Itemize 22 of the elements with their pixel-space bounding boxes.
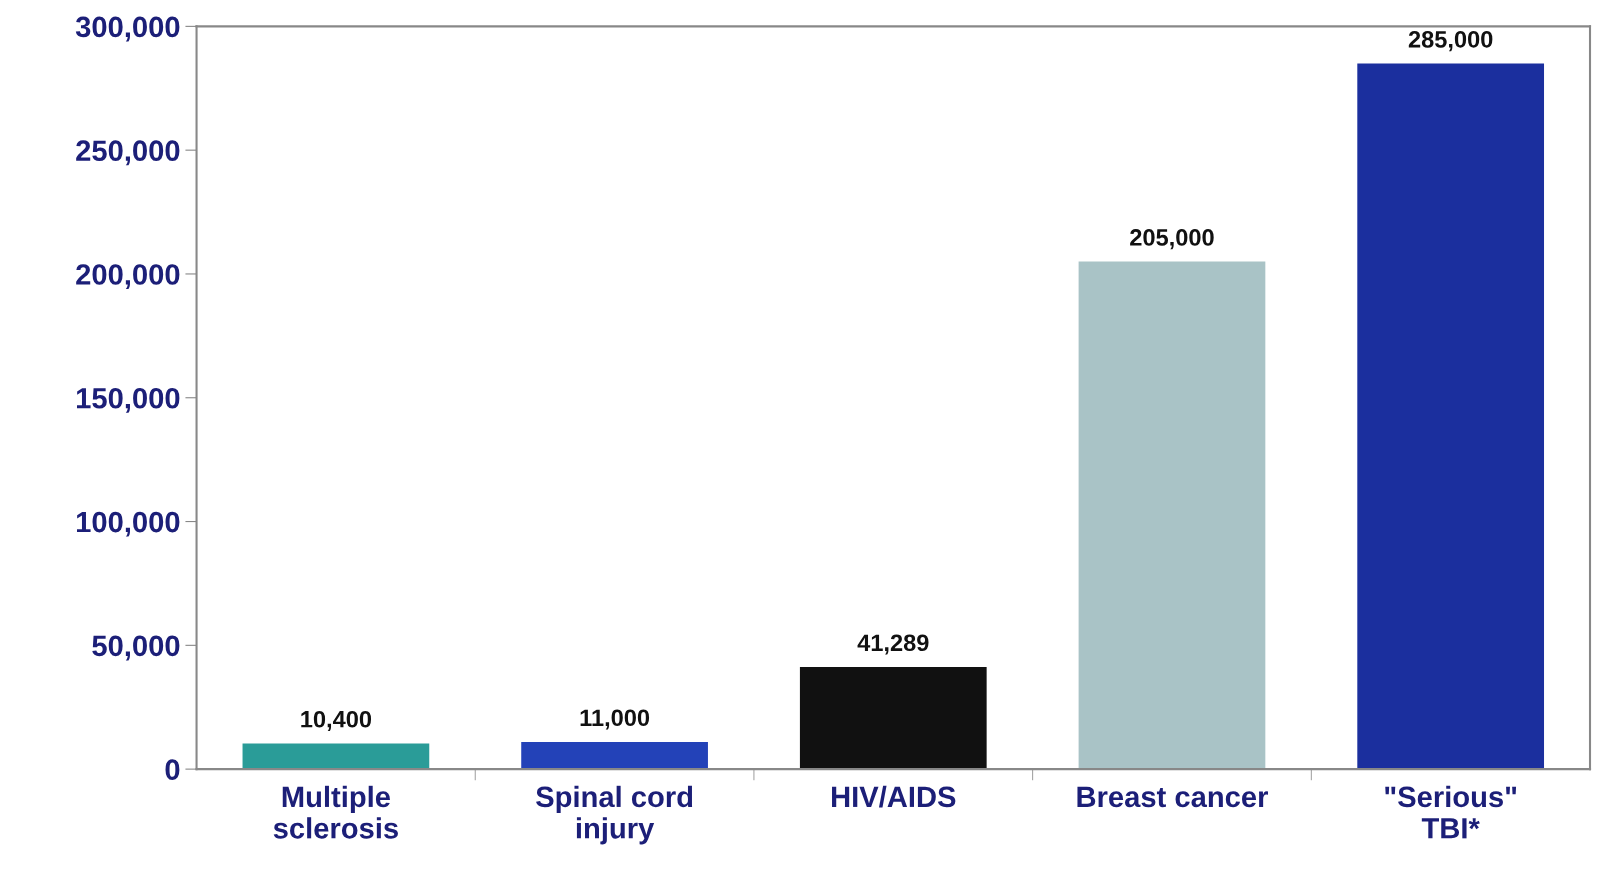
y-tick-label: 100,000 — [77, 511, 180, 537]
x-tick-label: "Serious" TBI* — [1385, 785, 1517, 839]
data-label: 285,000 — [1408, 31, 1493, 52]
x-tick-label: HIV/AIDS — [832, 785, 956, 808]
bar — [1357, 63, 1545, 770]
data-label: 11,000 — [580, 709, 650, 730]
x-tick-label: Multiple sclerosis — [273, 785, 398, 839]
data-label: 41,289 — [857, 634, 929, 655]
y-tick-label: 150,000 — [77, 387, 180, 413]
bar — [242, 743, 430, 770]
bar — [799, 666, 987, 770]
bar — [1078, 261, 1266, 770]
x-tick-label: Breast cancer — [1077, 786, 1269, 808]
y-tick-label: 200,000 — [76, 264, 180, 290]
y-tick-label: 250,000 — [76, 140, 180, 166]
data-label: 205,000 — [1130, 229, 1214, 250]
x-tick-label: Spinal cord injury — [536, 785, 693, 845]
y-tick-label: 0 — [165, 759, 180, 780]
y-tick-label: 50,000 — [92, 635, 180, 661]
bar — [521, 741, 708, 770]
data-label: 10,400 — [301, 710, 372, 732]
y-tick-label: 300,000 — [75, 16, 180, 42]
